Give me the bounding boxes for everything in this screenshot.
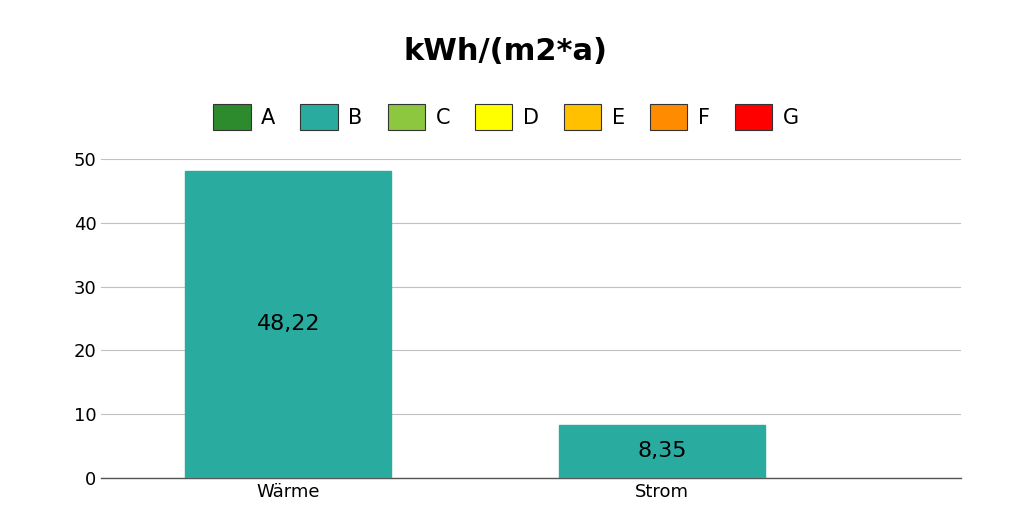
Text: kWh/(m2*a): kWh/(m2*a): [403, 37, 608, 66]
Bar: [559, 425, 764, 478]
Bar: [185, 170, 390, 478]
Text: 48,22: 48,22: [256, 314, 319, 335]
Legend: A, B, C, D, E, F, G: A, B, C, D, E, F, G: [213, 104, 798, 130]
Text: 8,35: 8,35: [637, 441, 686, 461]
